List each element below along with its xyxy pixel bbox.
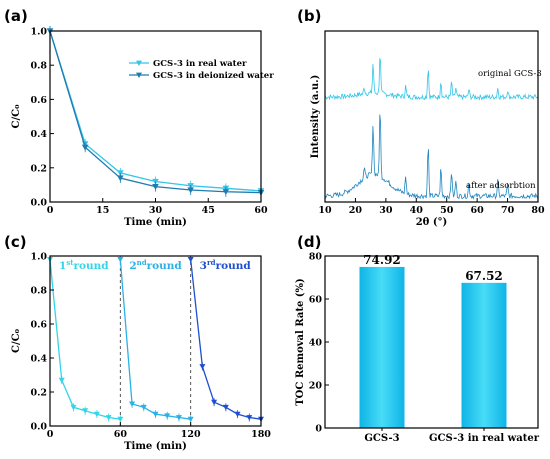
panel-a: (a) 0 15 30 45 60 0.0 0.2 0.4 0.6 0.8 1.0 Time (min)… xyxy=(4,7,274,228)
round-line xyxy=(49,259,121,420)
series-line xyxy=(49,30,262,192)
data-point xyxy=(246,415,253,421)
x-tick-label: 80 xyxy=(531,205,545,216)
xrd-pattern-after xyxy=(324,114,539,200)
y-axis-label: Intensity (a.u.) xyxy=(310,75,321,159)
x-axis-label: 2θ (°) xyxy=(416,217,448,228)
legend-label: GCS-3 in real water xyxy=(153,59,247,69)
y-tick-label: 0.2 xyxy=(30,163,47,174)
axes-frame xyxy=(49,30,262,203)
x-tick-label: 180 xyxy=(251,429,271,440)
data-point xyxy=(234,411,241,418)
y-tick-label: 0.6 xyxy=(30,95,47,106)
data-point xyxy=(82,408,89,414)
axes-frame xyxy=(49,255,262,427)
data-point xyxy=(222,404,229,411)
data-point xyxy=(117,257,124,263)
y-tick-label: 1.0 xyxy=(30,27,47,38)
round-label: 2ndround xyxy=(129,258,182,272)
data-point xyxy=(187,187,194,194)
x-tick-label: 60 xyxy=(471,205,485,216)
round-line xyxy=(119,259,191,420)
y-tick-label: 1.0 xyxy=(30,252,47,263)
bar xyxy=(359,266,405,428)
y-tick-label: 80 xyxy=(309,252,323,263)
y-tick-label: 60 xyxy=(309,295,323,306)
data-point xyxy=(152,411,159,418)
y-tick-label: 0 xyxy=(315,424,322,435)
panel-d: (d) 74.92 GCS-3 67.52 GCS-3 in real water 0 20… xyxy=(295,233,540,444)
legend-marker xyxy=(136,72,142,78)
data-point xyxy=(58,377,65,384)
category-label: GCS-3 xyxy=(364,433,399,444)
x-axis-label: Time (min) xyxy=(124,217,187,228)
round-label: 3rdround xyxy=(200,258,252,272)
data-point xyxy=(187,257,194,263)
y-tick-label: 0.4 xyxy=(30,129,47,140)
x-tick-label: 50 xyxy=(440,205,454,216)
data-point xyxy=(117,416,124,423)
panel-label-d: (d) xyxy=(297,233,321,251)
x-tick-label: 60 xyxy=(114,429,128,440)
y-tick-label: 0.2 xyxy=(30,388,47,399)
panel-c: (c) 1stround 2ndround 3rdround 0 60 120 180 0.0 0… xyxy=(4,233,271,452)
y-axis-label: C/C₀ xyxy=(11,328,22,353)
data-point xyxy=(222,189,230,196)
bar-value-label: 74.92 xyxy=(363,253,401,267)
y-tick-label: 40 xyxy=(309,338,323,349)
data-point xyxy=(81,144,89,151)
y-tick-label: 0.6 xyxy=(30,320,47,331)
xrd-pattern-original xyxy=(324,58,539,101)
x-tick-label: 15 xyxy=(96,205,109,216)
x-tick-label: 40 xyxy=(410,205,424,216)
bar xyxy=(461,282,507,428)
round-line xyxy=(190,259,262,420)
data-point xyxy=(70,404,77,411)
data-point xyxy=(105,415,112,421)
bar-value-label: 67.52 xyxy=(465,269,503,283)
x-axis-label: Time (min) xyxy=(124,441,187,452)
data-point xyxy=(140,404,147,411)
x-tick-label: 120 xyxy=(181,429,201,440)
legend-marker xyxy=(136,60,142,66)
data-point xyxy=(187,416,194,423)
y-tick-label: 0.8 xyxy=(30,61,47,72)
y-tick-label: 0.8 xyxy=(30,286,47,297)
x-tick-label: 10 xyxy=(318,205,332,216)
y-tick-label: 0.4 xyxy=(30,354,47,365)
panel-label-b: (b) xyxy=(297,7,321,25)
x-tick-label: 0 xyxy=(47,429,54,440)
round-label: 1stround xyxy=(59,258,109,272)
data-point xyxy=(164,413,171,419)
series-line xyxy=(49,30,262,194)
data-point xyxy=(129,401,136,407)
x-tick-label: 70 xyxy=(501,205,515,216)
panel-label-c: (c) xyxy=(4,233,27,251)
data-point xyxy=(175,415,182,421)
y-tick-label: 20 xyxy=(309,381,323,392)
data-point xyxy=(117,175,124,182)
data-point xyxy=(93,411,100,418)
x-tick-label: 30 xyxy=(379,205,393,216)
x-tick-label: 20 xyxy=(349,205,363,216)
panel-label-a: (a) xyxy=(4,7,28,25)
axes-frame xyxy=(324,30,539,203)
x-tick-label: 60 xyxy=(254,205,268,216)
category-label: GCS-3 in real water xyxy=(429,433,540,444)
panel-b: (b) 10 20 30 40 50 60 70 80 2θ (°) Intensity (a.u.… xyxy=(297,7,545,228)
x-tick-label: 45 xyxy=(202,205,215,216)
data-point xyxy=(199,364,206,370)
annotation-after: after adsorbtion xyxy=(466,181,536,191)
y-tick-label: 0.0 xyxy=(30,422,47,433)
annotation-original: original GCS-3 xyxy=(478,69,542,79)
y-tick-label: 0.0 xyxy=(30,198,47,209)
y-axis-label: TOC Removal Rate (%) xyxy=(295,278,306,406)
data-point xyxy=(211,399,218,406)
x-tick-label: 30 xyxy=(149,205,163,216)
y-axis-label: C/C₀ xyxy=(11,104,22,129)
data-point xyxy=(152,183,159,190)
legend-label: GCS-3 in deionized water xyxy=(153,71,274,81)
x-tick-label: 0 xyxy=(47,205,54,216)
